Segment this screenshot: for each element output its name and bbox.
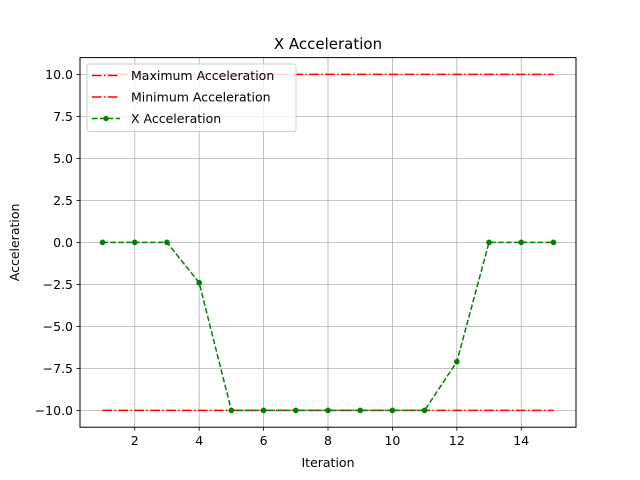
data-point [357, 407, 364, 414]
y-tick-label: 5.0 [53, 151, 73, 166]
x-tick-label: 14 [513, 433, 529, 448]
data-point [292, 407, 299, 414]
y-tick-label: 2.5 [53, 193, 73, 208]
x-tick-label: 12 [449, 433, 465, 448]
data-point [453, 358, 460, 365]
legend-label-x-acceleration: X Acceleration [131, 111, 221, 126]
data-point [389, 407, 396, 414]
y-tick-label: −7.5 [43, 361, 73, 376]
x-tick-label: 6 [260, 433, 268, 448]
data-point [164, 239, 170, 246]
y-tick-label: 10.0 [45, 67, 73, 82]
x-tick-label: 10 [384, 433, 400, 448]
y-tick-label: −5.0 [43, 319, 73, 334]
legend-label-maximum-acceleration: Maximum Acceleration [131, 68, 274, 83]
x-tick-label: 4 [195, 433, 203, 448]
chart-title: X Acceleration [274, 35, 382, 53]
x-axis-label: Iteration [301, 455, 354, 470]
data-point [260, 407, 267, 414]
legend-marker [103, 115, 109, 122]
x-tick-label: 2 [131, 433, 139, 448]
data-point [228, 407, 235, 414]
legend: Maximum Acceleration Minimum Acceleration… [86, 63, 297, 132]
y-axis: −10.0 −7.5 −5.0 −2.5 0.0 2.5 5.0 7.5 10.0 [35, 67, 80, 418]
y-tick-label: 7.5 [53, 109, 73, 124]
data-point [325, 407, 331, 414]
y-tick-label: 0.0 [53, 235, 73, 250]
y-axis-label: Acceleration [7, 204, 22, 282]
data-point [486, 239, 492, 246]
legend-frame [86, 63, 297, 132]
legend-label-minimum-acceleration: Minimum Acceleration [131, 90, 271, 105]
data-point [196, 279, 203, 286]
data-point [99, 239, 106, 246]
data-point [131, 239, 138, 246]
data-point [518, 239, 525, 246]
y-tick-label: −2.5 [43, 277, 73, 292]
y-tick-label: −10.0 [35, 403, 73, 418]
data-point [550, 239, 557, 246]
x-tick-label: 8 [324, 433, 332, 448]
x-axis: 2 4 6 8 10 12 14 [131, 427, 529, 448]
series-layer [99, 73, 557, 414]
data-point [421, 407, 428, 414]
